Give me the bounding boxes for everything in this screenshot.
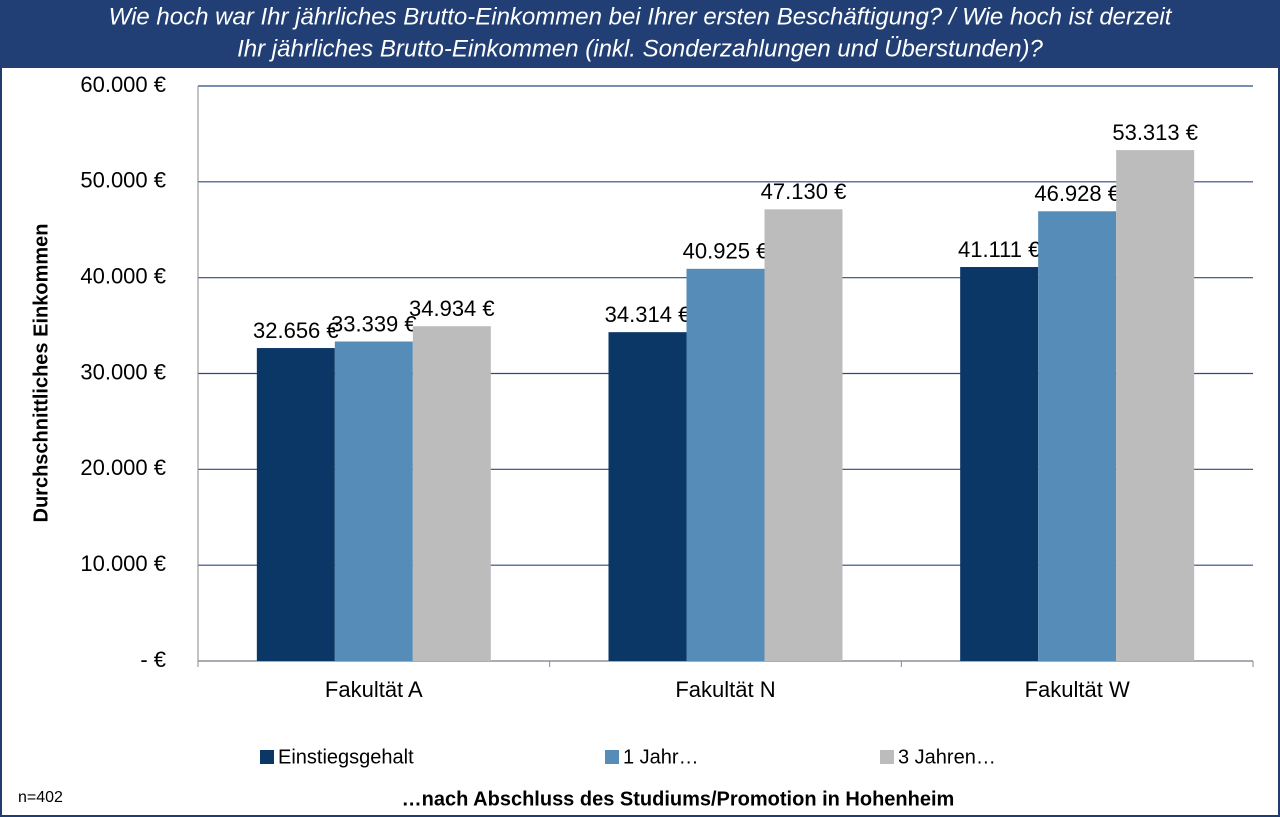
y-tick-label: 10.000 €: [80, 551, 166, 576]
chart-title: Wie hoch war Ihr jährliches Brutto-Einko…: [109, 3, 1173, 30]
value-label: 46.928 €: [1034, 181, 1120, 206]
y-tick-label: 20.000 €: [80, 455, 166, 480]
value-label: 47.130 €: [761, 179, 847, 204]
value-label: 40.925 €: [683, 239, 769, 264]
y-tick-label: 60.000 €: [80, 72, 166, 97]
value-label: 33.339 €: [331, 311, 417, 336]
x-tick-label: Fakultät N: [675, 677, 775, 702]
bar: [256, 348, 335, 661]
bar: [1116, 150, 1195, 662]
x-tick-label: Fakultät W: [1025, 677, 1130, 702]
bar: [1038, 211, 1117, 662]
value-label: 32.656 €: [253, 318, 339, 343]
legend-swatch: [880, 750, 894, 764]
bar: [608, 332, 687, 661]
value-label: 34.934 €: [409, 296, 495, 321]
legend-label: 3 Jahren…: [898, 746, 996, 768]
x-tick-label: Fakultät A: [325, 677, 423, 702]
bar: [764, 209, 843, 661]
value-label: 53.313 €: [1112, 120, 1198, 145]
legend-swatch: [605, 750, 619, 764]
x-axis-label: …nach Abschluss des Studiums/Promotion i…: [402, 788, 955, 810]
title-banner: [0, 0, 1280, 68]
y-axis-label: Durchschnittliches Einkommen: [30, 224, 52, 523]
value-label: 34.314 €: [605, 302, 691, 327]
value-label: 41.111 €: [958, 237, 1040, 262]
legend-label: 1 Jahr…: [623, 746, 699, 768]
bar: [412, 326, 491, 661]
note: n=402: [18, 789, 63, 806]
chart-title: Ihr jährliches Brutto-Einkommen (inkl. S…: [237, 35, 1043, 62]
y-tick-label: 30.000 €: [80, 359, 166, 384]
bar: [334, 341, 413, 661]
y-tick-label: - €: [140, 647, 166, 672]
legend-swatch: [260, 750, 274, 764]
legend-label: Einstiegsgehalt: [278, 746, 414, 768]
y-tick-label: 50.000 €: [80, 168, 166, 193]
y-tick-label: 40.000 €: [80, 263, 166, 288]
bar: [686, 268, 765, 661]
bar: [960, 267, 1039, 661]
